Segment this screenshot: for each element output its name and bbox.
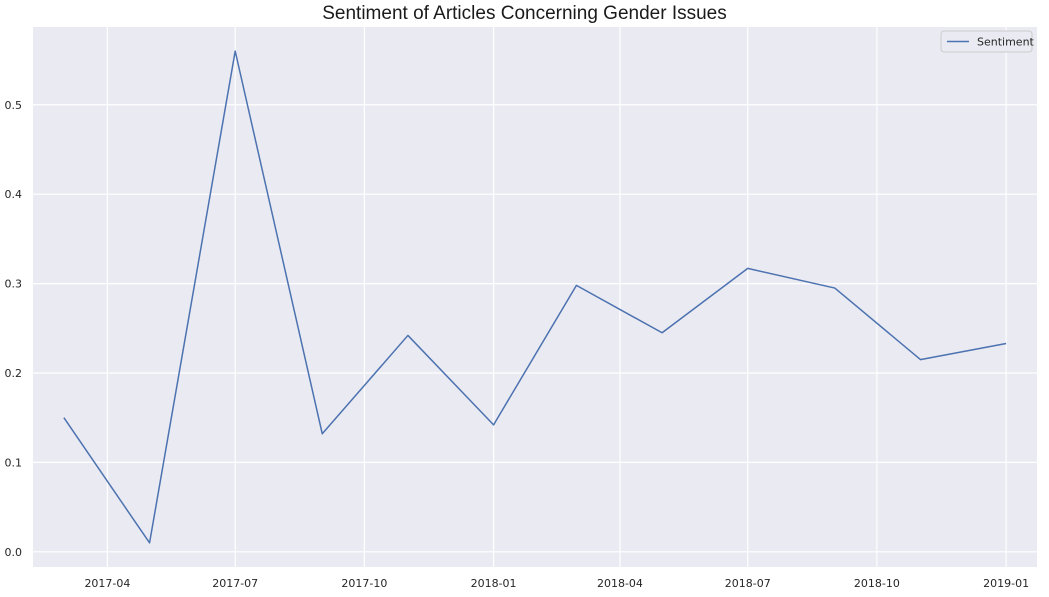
x-tick-label: 2018-04 [597,577,643,590]
legend-box [940,30,1033,53]
y-tick-label: 0.2 [5,367,23,380]
y-tick-label: 0.1 [5,456,23,469]
chart-title: Sentiment of Articles Concerning Gender … [322,3,727,24]
y-tick-label: 0.0 [5,546,23,559]
series-layer [63,50,1007,544]
y-tick-label: 0.4 [5,188,23,201]
x-tick-label: 2018-10 [854,577,900,590]
x-tick-label: 2017-10 [341,577,387,590]
x-tick-label: 2018-01 [471,577,517,590]
y-tick-label: 0.3 [5,278,23,291]
x-tick-label: 2018-07 [725,577,771,590]
series-line-sentiment [63,50,1007,544]
tick-label-layer: 2017-04 2017-07 2017-10 2018-01 2018-04 2018-… [5,99,1030,590]
grid-layer [33,27,1037,567]
legend-label-sentiment: Sentiment [977,36,1035,49]
legend: Sentiment [940,30,1035,53]
x-tick-label: 2017-07 [212,577,258,590]
plot-area [33,27,1037,567]
x-tick-label: 2019-01 [983,577,1029,590]
y-tick-label: 0.5 [5,99,23,112]
x-tick-label: 2017-04 [84,577,130,590]
